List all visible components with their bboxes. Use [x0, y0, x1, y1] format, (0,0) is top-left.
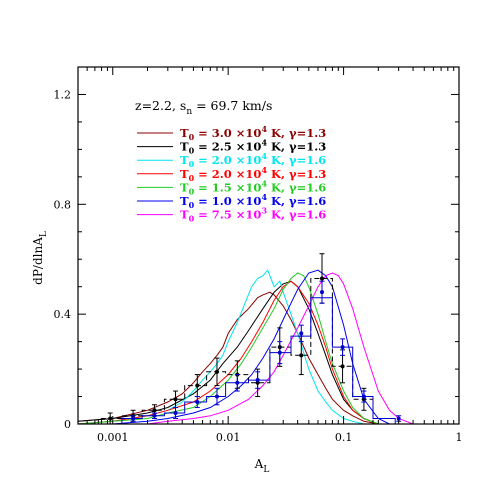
data-point — [173, 397, 178, 402]
series-line-3 — [77, 280, 379, 425]
data-point — [152, 413, 157, 418]
data-point — [299, 353, 304, 358]
series-line-1 — [77, 280, 379, 425]
legend-label-3: T0 = 2.0 ×104 K, γ=1.3 — [180, 165, 326, 183]
legend-label-6: T0 = 7.5 ×103 K, γ=1.6 — [180, 206, 326, 224]
redshift-annotation: z=2.2, sn = 69.7 km/s — [135, 98, 272, 117]
x-tick-label: 0.001 — [97, 431, 129, 444]
x-axis-label: AL — [254, 457, 270, 475]
observed-histogram-solid — [121, 280, 402, 424]
data-point — [195, 383, 200, 388]
data-point — [152, 408, 157, 413]
data-point — [108, 416, 113, 421]
data-point — [214, 369, 219, 374]
legend-label-5: T0 = 1.0 ×104 K, γ=1.6 — [180, 192, 326, 210]
series-line-4 — [77, 272, 379, 425]
data-point — [173, 411, 178, 416]
data-point — [195, 400, 200, 405]
legend-label-0: T0 = 3.0 ×104 K, γ=1.3 — [180, 124, 326, 142]
data-point — [277, 350, 282, 355]
data-point — [235, 380, 240, 385]
histogram-step — [97, 278, 374, 424]
data-point — [214, 394, 219, 399]
data-point — [340, 364, 345, 369]
x-axis-ticks: 0.001 0.01 0.1 1 — [77, 67, 463, 444]
y-tick-label: 0 — [64, 418, 71, 431]
x-tick-label: 1 — [456, 431, 463, 444]
series-line-6 — [78, 272, 414, 425]
series-line-0 — [77, 291, 379, 425]
series-line-5 — [78, 269, 390, 425]
legend-label-2: T0 = 2.0 ×104 K, γ=1.6 — [180, 151, 326, 169]
y-tick-label: 0.8 — [54, 198, 72, 211]
data-point — [361, 394, 366, 399]
y-tick-label: 1.2 — [54, 88, 72, 101]
data-point — [255, 378, 260, 383]
x-tick-label: 0.01 — [216, 431, 241, 444]
data-point — [319, 276, 324, 281]
legend-label-1: T0 = 2.5 ×104 K, γ=1.3 — [180, 138, 326, 156]
plot-frame — [77, 66, 460, 425]
series-line-2 — [77, 269, 379, 425]
y-tick-label: 0.4 — [54, 308, 72, 321]
data-point — [340, 345, 345, 350]
histogram-step — [121, 297, 396, 424]
data-point — [299, 331, 304, 336]
data-point — [396, 416, 401, 421]
data-point — [319, 290, 324, 295]
y-axis-ticks: 0 0.4 0.8 1.2 — [54, 66, 459, 431]
legend: T0 = 3.0 ×104 K, γ=1.3T0 = 2.5 ×104 K, γ… — [137, 124, 326, 224]
x-tick-label: 0.1 — [335, 431, 353, 444]
data-point — [131, 416, 136, 421]
legend-label-4: T0 = 1.5 ×104 K, γ=1.6 — [180, 178, 326, 196]
y-axis-label: dP/dlnAL — [31, 231, 49, 285]
